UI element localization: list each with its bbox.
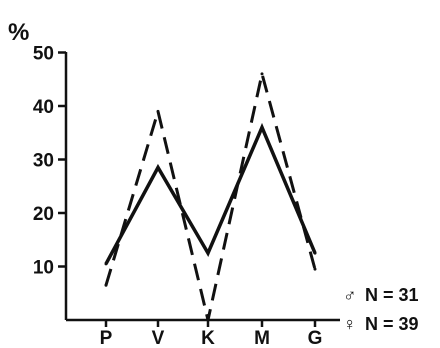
series-layer [104, 72, 317, 322]
y-tick-label: 50 [33, 44, 54, 65]
data-point [104, 283, 108, 287]
female-symbol-icon: ♀ [343, 314, 357, 334]
data-point [313, 267, 317, 271]
legend-entry-label: N = 39 [365, 314, 419, 334]
male-symbol-icon: ♂ [343, 285, 357, 305]
x-tick-label: K [201, 328, 215, 348]
x-tick-label: M [254, 328, 270, 348]
y-tick-label: 40 [33, 97, 54, 118]
data-point [104, 262, 108, 266]
data-point [313, 251, 317, 255]
data-point [260, 72, 264, 76]
data-point [206, 251, 210, 255]
female-series-line [104, 73, 317, 321]
y-ticks: 10 20 30 40 50 [33, 44, 66, 279]
data-point [260, 125, 264, 129]
legend-entry-label: N = 31 [365, 285, 419, 305]
data-point [156, 166, 160, 170]
x-tick-label: G [308, 328, 323, 348]
y-axis-unit-label: % [8, 19, 29, 46]
y-tick-label: 10 [33, 258, 54, 279]
male-series-line [104, 122, 317, 265]
data-point [206, 318, 210, 322]
x-tick-label: P [100, 328, 113, 348]
legend: ♂ N = 31 ♀ N = 39 [343, 285, 419, 334]
y-tick-label: 30 [33, 151, 54, 172]
data-point [156, 109, 160, 113]
x-tick-label: V [152, 328, 165, 348]
y-tick-label: 20 [33, 204, 54, 225]
